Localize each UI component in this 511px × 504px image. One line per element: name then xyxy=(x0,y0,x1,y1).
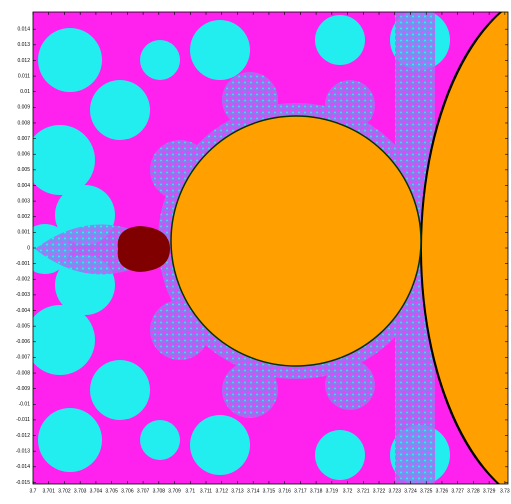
x-tick-label: 3.716 xyxy=(278,488,291,494)
y-tick-label: 0.013 xyxy=(17,42,30,48)
y-tick-label: -0.011 xyxy=(16,417,30,423)
x-tick-label: 3.711 xyxy=(200,488,212,494)
x-tick-label: 3.701 xyxy=(42,488,55,494)
y-tick-label: -0.014 xyxy=(16,464,30,470)
x-tick-label: 3.714 xyxy=(247,488,260,494)
y-tick-label: 0.009 xyxy=(17,105,30,111)
y-tick-label: -0.002 xyxy=(16,277,30,283)
y-tick-label: 0.008 xyxy=(17,120,30,126)
x-tick-label: 3.712 xyxy=(215,488,228,494)
x-tick-label: 3.705 xyxy=(105,488,118,494)
y-tick-label: 0.01 xyxy=(20,89,30,95)
y-tick-label: 0.006 xyxy=(17,152,30,158)
x-tick-label: 3.72 xyxy=(343,488,353,494)
y-tick-label: 0.001 xyxy=(17,230,30,236)
x-tick-label: 3.721 xyxy=(357,488,370,494)
y-tick-label: 0.011 xyxy=(18,73,30,79)
y-tick-label: -0.007 xyxy=(16,355,30,361)
y-tick-label: 0.003 xyxy=(17,198,30,204)
y-tick-label: -0.009 xyxy=(16,386,30,392)
y-tick-label: 0.014 xyxy=(17,27,30,33)
y-tick-label: 0.007 xyxy=(17,136,30,142)
x-tick-label: 3.71 xyxy=(185,488,195,494)
x-tick-label: 3.724 xyxy=(404,488,417,494)
x-tick-label: 3.704 xyxy=(90,488,103,494)
x-tick-label: 3.729 xyxy=(483,488,496,494)
y-tick-label: 0.012 xyxy=(17,58,30,64)
y-tick-label: 0.002 xyxy=(17,214,30,220)
x-tick-label: 3.722 xyxy=(373,488,386,494)
x-tick-label: 3.723 xyxy=(388,488,401,494)
y-tick-label: -0.013 xyxy=(16,449,30,455)
x-tick-label: 3.708 xyxy=(153,488,166,494)
x-tick-label: 3.7 xyxy=(30,488,37,494)
fractal-image xyxy=(20,0,511,504)
x-tick-label: 3.727 xyxy=(451,488,464,494)
x-tick-label: 3.703 xyxy=(74,488,87,494)
y-tick-label: -0.008 xyxy=(16,370,30,376)
y-tick-label: -0.015 xyxy=(16,480,30,486)
x-tick-label: 3.73 xyxy=(500,488,510,494)
x-tick-label: 3.719 xyxy=(326,488,339,494)
chart: 3.73.7013.7023.7033.7043.7053.7063.7073.… xyxy=(0,0,511,504)
x-tick-label: 3.713 xyxy=(231,488,244,494)
x-tick-label: 3.718 xyxy=(310,488,323,494)
y-tick-label: -0.001 xyxy=(16,261,30,267)
x-tick-label: 3.726 xyxy=(436,488,449,494)
y-tick-label: -0.005 xyxy=(16,323,30,329)
y-tick-label: 0.005 xyxy=(17,167,30,173)
x-tick-label: 3.715 xyxy=(263,488,276,494)
x-tick-label: 3.717 xyxy=(294,488,307,494)
y-tick-label: -0.004 xyxy=(16,308,30,314)
y-tick-label: 0.004 xyxy=(17,183,30,189)
y-tick-label: -0.01 xyxy=(19,402,31,408)
x-tick-label: 3.728 xyxy=(467,488,480,494)
x-tick-label: 3.709 xyxy=(168,488,181,494)
x-tick-label: 3.707 xyxy=(137,488,150,494)
x-tick-label: 3.706 xyxy=(121,488,134,494)
y-tick-label: 0 xyxy=(27,245,30,251)
x-tick-label: 3.702 xyxy=(58,488,71,494)
y-tick-label: -0.003 xyxy=(16,292,30,298)
y-tick-label: -0.006 xyxy=(16,339,30,345)
y-tick-label: -0.012 xyxy=(16,433,30,439)
x-tick-label: 3.725 xyxy=(420,488,433,494)
